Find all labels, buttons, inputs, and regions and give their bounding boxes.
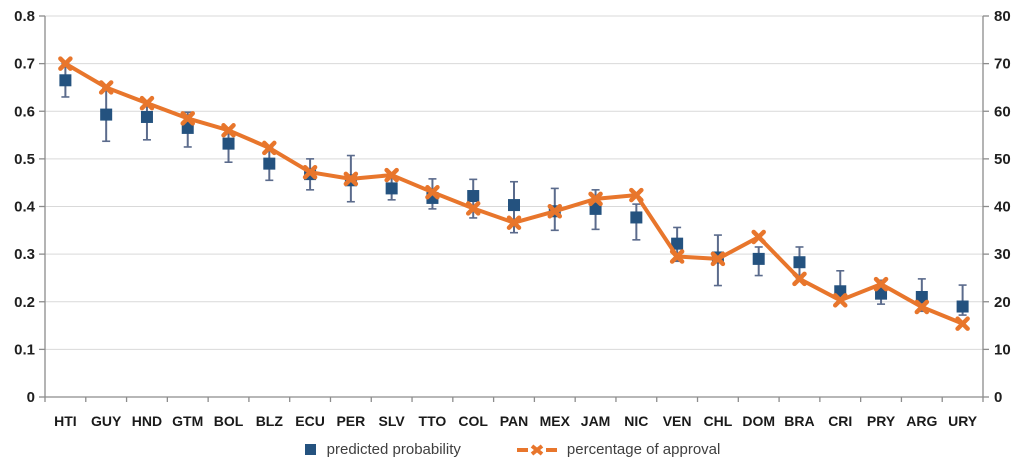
- right-axis-tick-label: 20: [994, 294, 1011, 311]
- approval-x-marker: [425, 184, 440, 200]
- approval-x-marker: [588, 191, 603, 207]
- predicted-probability-marker: [752, 252, 765, 265]
- predicted-probability-marker: [263, 157, 276, 170]
- category-label: GUY: [91, 413, 122, 429]
- right-axis-tick-label: 0: [994, 389, 1002, 406]
- category-label: ECU: [295, 413, 325, 429]
- left-axis-tick-label: 0.3: [14, 246, 35, 263]
- category-label: DOM: [742, 413, 775, 429]
- chart-legend: predicted probability percentage of appr…: [0, 441, 1024, 458]
- category-label: SLV: [379, 413, 406, 429]
- category-label: CRI: [828, 413, 852, 429]
- category-label: NIC: [624, 413, 648, 429]
- approval-x-marker: [629, 187, 644, 203]
- category-label: MEX: [540, 413, 571, 429]
- left-axis-tick-label: 0.2: [14, 294, 35, 311]
- approval-x-marker: [98, 80, 114, 95]
- approval-x-marker: [180, 111, 195, 126]
- approval-x-marker: [833, 293, 848, 308]
- approval-x-marker: [547, 204, 563, 219]
- predicted-probability-marker: [671, 237, 684, 250]
- predicted-probability-marker: [100, 108, 113, 121]
- predicted-probability-marker: [385, 182, 398, 195]
- approval-x-marker: [465, 201, 481, 216]
- left-axis-tick-label: 0.1: [14, 341, 35, 358]
- square-marker-icon: [304, 444, 316, 455]
- line-x-marker-icon: [516, 443, 557, 456]
- approval-x-marker: [669, 249, 685, 264]
- approval-x-marker: [955, 316, 970, 331]
- predicted-probability-marker: [467, 190, 480, 203]
- category-label: CHL: [704, 413, 733, 429]
- category-label: BOL: [214, 413, 244, 429]
- approval-x-marker: [343, 171, 359, 187]
- left-axis-tick-label: 0.5: [14, 151, 35, 168]
- approval-x-marker: [302, 164, 318, 180]
- predicted-probability-marker: [222, 137, 235, 150]
- legend-label: predicted probability: [326, 441, 461, 458]
- category-label: COL: [458, 413, 488, 429]
- legend-item-percentage-of-approval: percentage of approval: [516, 441, 721, 458]
- right-axis-tick-label: 40: [994, 199, 1011, 216]
- left-axis-tick-label: 0.4: [14, 199, 36, 216]
- predicted-probability-marker: [181, 121, 194, 134]
- predicted-probability-marker: [630, 211, 643, 224]
- category-label: JAM: [581, 413, 611, 429]
- category-label: VEN: [663, 413, 692, 429]
- category-label: TTO: [419, 413, 447, 429]
- left-axis-tick-label: 0.6: [14, 103, 35, 120]
- legend-item-predicted-probability: predicted probability: [304, 441, 461, 458]
- right-axis-tick-label: 60: [994, 103, 1011, 120]
- right-axis-tick-label: 70: [994, 56, 1011, 73]
- approval-x-marker: [262, 140, 277, 156]
- approval-x-marker: [792, 271, 807, 287]
- approval-x-marker: [710, 251, 726, 267]
- category-label: ARG: [906, 413, 937, 429]
- approval-x-marker: [751, 229, 766, 245]
- predicted-probability-marker: [140, 110, 153, 123]
- approval-x-marker: [221, 123, 236, 138]
- category-label: PER: [336, 413, 365, 429]
- category-label: HTI: [54, 413, 77, 429]
- category-label: PRY: [867, 413, 896, 429]
- approval-x-marker: [506, 215, 522, 230]
- approval-x-marker: [58, 56, 73, 71]
- left-axis-tick-label: 0.8: [14, 8, 35, 25]
- predicted-probability-marker: [508, 199, 520, 212]
- predicted-probability-marker: [589, 202, 602, 215]
- predicted-probability-marker: [956, 300, 969, 313]
- right-axis-tick-label: 10: [994, 341, 1011, 358]
- predicted-probability-marker: [793, 256, 806, 269]
- category-label: GTM: [172, 413, 203, 429]
- category-label: HND: [132, 413, 162, 429]
- left-axis-tick-label: 0: [27, 389, 35, 406]
- right-axis-tick-label: 30: [994, 246, 1011, 263]
- right-axis-tick-label: 80: [994, 8, 1011, 25]
- predicted-probability-marker: [875, 287, 888, 300]
- legend-label: percentage of approval: [566, 441, 721, 458]
- predicted-probability-marker: [915, 290, 928, 303]
- predicted-probability-marker: [59, 74, 72, 87]
- approval-x-marker: [384, 167, 399, 183]
- approval-x-marker: [914, 299, 930, 315]
- category-label: PAN: [500, 413, 529, 429]
- approval-x-marker: [873, 276, 889, 292]
- left-axis-tick-label: 0.7: [14, 56, 35, 73]
- right-axis-tick-label: 50: [994, 151, 1011, 168]
- category-label: BRA: [784, 413, 814, 429]
- category-label: BLZ: [256, 413, 284, 429]
- approval-x-marker: [139, 95, 155, 111]
- category-label: URY: [948, 413, 978, 429]
